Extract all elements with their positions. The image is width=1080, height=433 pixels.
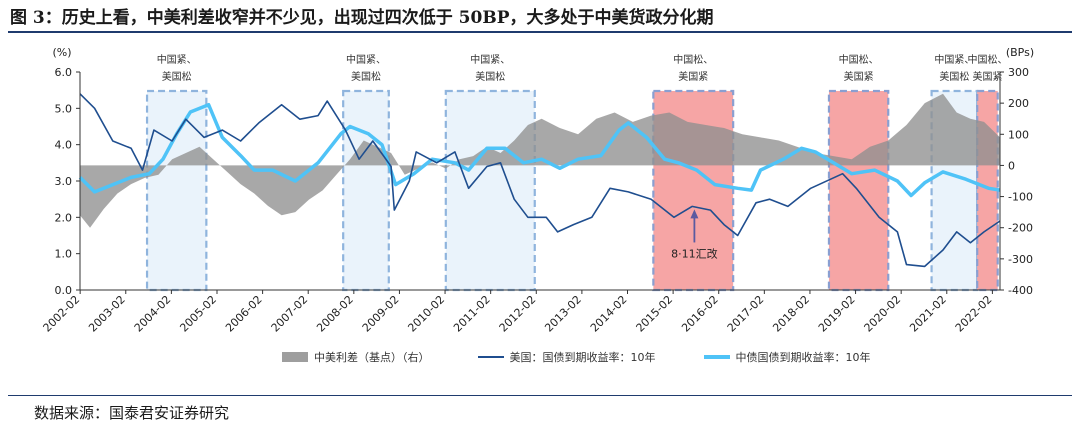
legend-swatch-us-yield [477,356,504,358]
series-cn-yield-line [78,102,1001,198]
period-label-line1-3: 中国松、 [673,53,713,66]
y-right-tick-label-6: 200 [1008,97,1029,110]
legend-label-spread: 中美利差（基点）（右） [314,351,430,364]
period-label-line2-3: 美国紧 [678,70,708,83]
source-note: 数据来源：国泰君安证券研究 [34,404,230,422]
shaded-period-1 [342,89,390,292]
x-tick-label-19: 2021-02 [907,293,949,335]
period-label-line2-6: 美国紧 [972,70,1002,83]
legend-swatch-spread [282,352,308,362]
period-label-line1-5: 中国紧、 [934,53,974,66]
legend-swatch-cn-yield [703,355,730,359]
x-tick-label-15: 2017-02 [725,293,767,335]
y-left-tick-label-3: 3.0 [55,175,73,188]
x-tick-label-13: 2015-02 [634,293,676,335]
period-label-line2-0: 美国松 [162,70,192,83]
x-tick-label-1: 2003-02 [86,293,128,335]
legend-item-cn-yield: 中债国债到期收益率：10年 [703,349,871,365]
series-us-yield-line [79,93,1001,268]
x-tick-label-20: 2022-02 [953,293,995,335]
x-tick-label-7: 2009-02 [360,293,402,335]
x-tick-label-9: 2011-02 [451,293,493,335]
period-label-line1-0: 中国紧、 [157,53,197,66]
source-rule [8,395,1072,396]
y-left-tick-label-6: 6.0 [55,66,73,79]
x-tick-label-6: 2008-02 [314,293,356,335]
annotation-text-0: 8·11汇改 [671,246,718,260]
legend-label-cn-yield: 中债国债到期收益率：10年 [735,351,871,364]
period-label-line2-1: 美国松 [351,70,381,83]
y-right-tick-label-0: -400 [1008,284,1033,297]
x-tick-label-0: 2002-02 [41,293,83,335]
y-left-tick-label-4: 4.0 [55,139,73,152]
y-left-tick-label-1: 1.0 [55,248,73,261]
y-left-tick-label-5: 5.0 [55,102,73,115]
period-label-line1-2: 中国紧、 [470,53,510,66]
y-right-tick-label-1: -300 [1008,253,1033,266]
shaded-period-2 [444,89,536,292]
legend-label-us-yield: 美国：国债到期收益率：10年 [509,351,656,364]
shaded-period-0 [145,89,208,292]
legend-item-us-yield: 美国：国债到期收益率：10年 [477,349,656,365]
period-label-line1-6: 中国松、 [967,53,1007,66]
period-label-line1-4: 中国松、 [839,53,879,66]
y-right-tick-label-5: 100 [1008,128,1029,141]
chart-title: 图 3：历史上看，中美利差收窄并不少见，出现过四次低于 50BP，大多处于中美货… [10,8,714,28]
y-left-tick-label-0: 0.0 [55,284,73,297]
x-tick-label-17: 2019-02 [816,293,858,335]
y-right-tick-label-7: 300 [1008,66,1029,79]
title-rule [8,31,1072,33]
x-tick-label-2: 2004-02 [132,293,174,335]
period-label-line1-1: 中国紧、 [346,53,386,66]
annotation-arrow-head-0 [690,209,699,219]
y-left-unit: (%) [52,46,71,59]
x-tick-label-4: 2006-02 [223,293,265,335]
x-tick-label-18: 2020-02 [862,293,904,335]
chart-area: 中国紧、美国松 中国紧、美国松 中国紧、美国松 中国松、美国紧 中国松、美国紧 中国紧、美… [41,46,1035,335]
y-right-unit: (BPs) [1006,46,1034,59]
x-tick-label-14: 2016-02 [679,293,721,335]
x-tick-label-12: 2014-02 [588,293,630,335]
x-tick-label-8: 2010-02 [405,293,447,335]
x-tick-label-3: 2005-02 [177,293,219,335]
y-right-tick-label-3: -100 [1008,191,1033,204]
period-label-line2-5: 美国松 [939,70,969,83]
y-right-tick-label-4: 0 [1008,159,1015,172]
x-tick-label-11: 2013-02 [542,293,584,335]
y-right-tick-label-2: -200 [1008,222,1033,235]
period-label-line2-2: 美国松 [475,70,505,83]
legend-item-spread: 中美利差（基点）（右） [282,349,430,365]
legend: 中美利差（基点）（右） 美国：国债到期收益率：10年 中债国债到期收益率：10年 [282,349,871,365]
period-label-line2-4: 美国紧 [844,70,874,83]
x-tick-label-16: 2018-02 [770,293,812,335]
x-tick-label-5: 2007-02 [269,293,311,335]
y-left-tick-label-2: 2.0 [55,211,73,224]
x-tick-label-10: 2012-02 [497,293,539,335]
